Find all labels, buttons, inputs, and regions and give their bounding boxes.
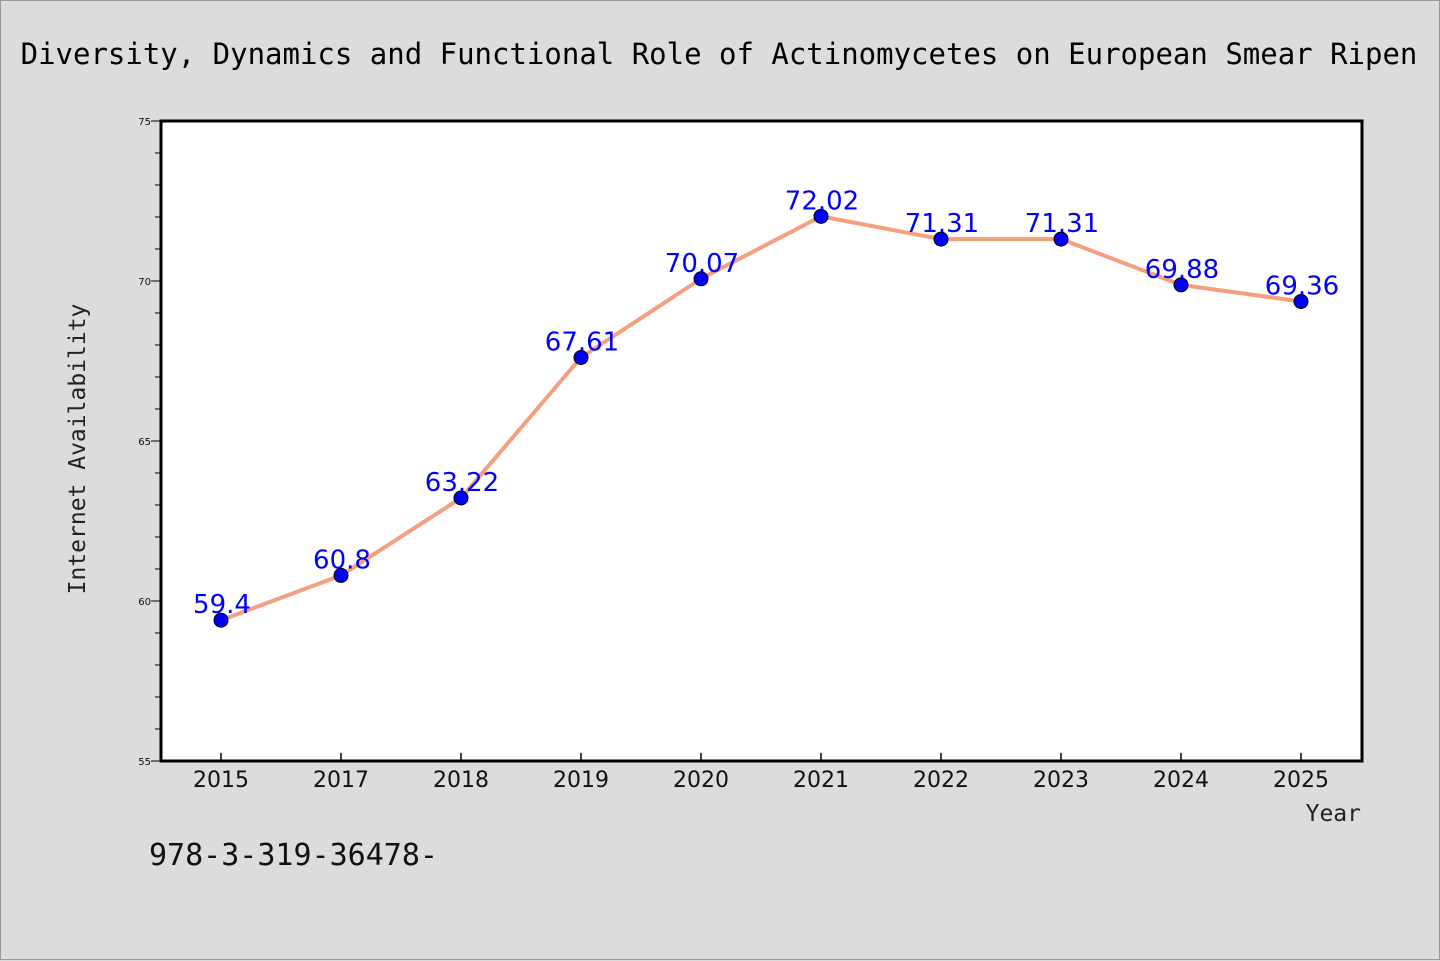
y-axis-label: Internet Availability — [65, 304, 91, 595]
footer-isbn: 978-3-319-36478- — [149, 838, 438, 873]
chart-title: Diversity, Dynamics and Functional Role … — [21, 37, 1418, 71]
data-label: 69.88 — [1145, 255, 1219, 285]
data-label: 71.31 — [1025, 209, 1099, 239]
data-point — [333, 567, 349, 583]
x-tick-label: 2015 — [193, 768, 249, 793]
data-label: 69.36 — [1265, 271, 1339, 301]
x-tick-label: 2022 — [913, 768, 969, 793]
data-label: 63.22 — [425, 468, 499, 498]
data-point — [933, 231, 949, 247]
data-point — [1053, 231, 1069, 247]
series-group: 59.4 60.8 63.22 67.61 70.07 72.02 71.31 71.31 69… — [193, 186, 1339, 628]
y-tick-label: 70 — [138, 277, 151, 288]
data-label: 59.4 — [193, 590, 251, 620]
data-label: 70.07 — [665, 249, 739, 279]
data-point — [813, 208, 829, 224]
x-tick-label: 2024 — [1153, 768, 1209, 793]
x-tick-label: 2025 — [1273, 768, 1329, 793]
series-line — [219, 214, 1303, 623]
x-tick-label: 2017 — [313, 768, 369, 793]
data-point — [573, 349, 589, 365]
data-point — [1173, 277, 1189, 293]
data-label: 71.31 — [905, 209, 979, 239]
x-tick-label: 2020 — [673, 768, 729, 793]
x-tick-label: 2018 — [433, 768, 489, 793]
x-tick-label: 2021 — [793, 768, 849, 793]
data-label: 60.8 — [313, 545, 371, 575]
x-axis: 2015 2017 2018 2019 2020 2021 2022 2023 2024 2025 — [193, 753, 1329, 793]
data-point — [693, 271, 709, 287]
plot-area — [159, 119, 1364, 763]
x-tick-label: 2023 — [1033, 768, 1089, 793]
y-tick-label: 75 — [138, 117, 151, 128]
y-axis: 55 60 65 70 75 — [138, 117, 161, 768]
x-tick-label: 2019 — [553, 768, 609, 793]
data-label: 72.02 — [785, 186, 859, 216]
y-tick-label: 60 — [138, 597, 151, 608]
data-point — [453, 490, 469, 506]
data-point — [213, 612, 229, 628]
data-label: 67.61 — [545, 327, 619, 357]
y-tick-label: 65 — [138, 437, 151, 448]
y-tick-label: 55 — [138, 757, 151, 768]
data-point — [1293, 293, 1309, 309]
x-axis-label: Year — [1306, 801, 1361, 827]
